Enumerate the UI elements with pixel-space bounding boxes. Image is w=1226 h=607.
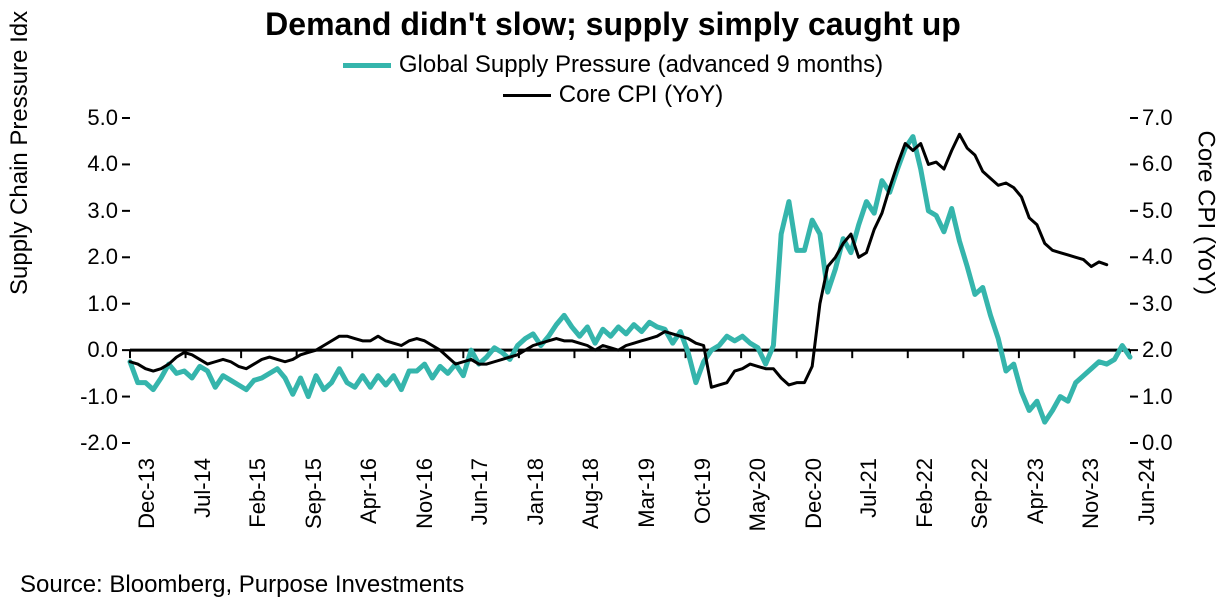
x-tick-label: Oct-19	[690, 458, 716, 558]
x-tick-label: Feb-15	[245, 458, 271, 558]
y-left-tick-label: 2.0	[62, 244, 118, 270]
chart-title: Demand didn't slow; supply simply caught…	[0, 6, 1226, 43]
y-right-tick-label: 3.0	[1142, 291, 1198, 317]
x-tick-label: Apr-16	[356, 458, 382, 558]
source-text: Source: Bloomberg, Purpose Investments	[20, 571, 464, 599]
y-left-tick-label: 3.0	[62, 198, 118, 224]
x-tick-label: Aug-18	[578, 458, 604, 558]
y-left-tick-label: 1.0	[62, 291, 118, 317]
x-tick-label: Feb-22	[912, 458, 938, 558]
x-tick-label: Sep-15	[301, 458, 327, 558]
y-left-tick-label: 0.0	[62, 337, 118, 363]
y-right-tick-label: 5.0	[1142, 198, 1198, 224]
x-tick-label: Jan-18	[523, 458, 549, 558]
y-right-tick-label: 0.0	[1142, 430, 1198, 456]
y-left-tick-label: -1.0	[62, 384, 118, 410]
chart-container: { "title": "Demand didn't slow; supply s…	[0, 0, 1226, 607]
legend-swatch-supply	[343, 63, 391, 68]
y-right-tick-label: 6.0	[1142, 151, 1198, 177]
y-left-axis-title: Supply Chain Pressure Idx	[6, 11, 34, 295]
legend-label-supply: Global Supply Pressure (advanced 9 month…	[399, 51, 883, 79]
x-tick-label: Nov-16	[412, 458, 438, 558]
x-tick-label: Mar-19	[634, 458, 660, 558]
x-tick-label: Jun-17	[467, 458, 493, 558]
y-right-tick-label: 1.0	[1142, 384, 1198, 410]
x-tick-label: Jul-21	[856, 458, 882, 558]
legend-swatch-cpi	[503, 94, 551, 97]
x-tick-label: Dec-13	[134, 458, 160, 558]
series-line-supply	[130, 137, 1130, 423]
x-tick-label: Jul-14	[190, 458, 216, 558]
x-tick-label: Dec-20	[801, 458, 827, 558]
y-right-tick-label: 4.0	[1142, 244, 1198, 270]
y-left-tick-label: -2.0	[62, 430, 118, 456]
x-tick-label: Jun-24	[1134, 458, 1160, 558]
x-tick-label: Apr-23	[1023, 458, 1049, 558]
y-right-tick-label: 7.0	[1142, 105, 1198, 131]
y-left-tick-label: 5.0	[62, 105, 118, 131]
x-tick-label: Nov-23	[1078, 458, 1104, 558]
x-tick-label: Sep-22	[967, 458, 993, 558]
legend-item-supply: Global Supply Pressure (advanced 9 month…	[0, 50, 1226, 80]
plot-area	[110, 98, 1150, 463]
y-left-tick-label: 4.0	[62, 151, 118, 177]
y-right-tick-label: 2.0	[1142, 337, 1198, 363]
x-tick-label: May-20	[745, 458, 771, 558]
